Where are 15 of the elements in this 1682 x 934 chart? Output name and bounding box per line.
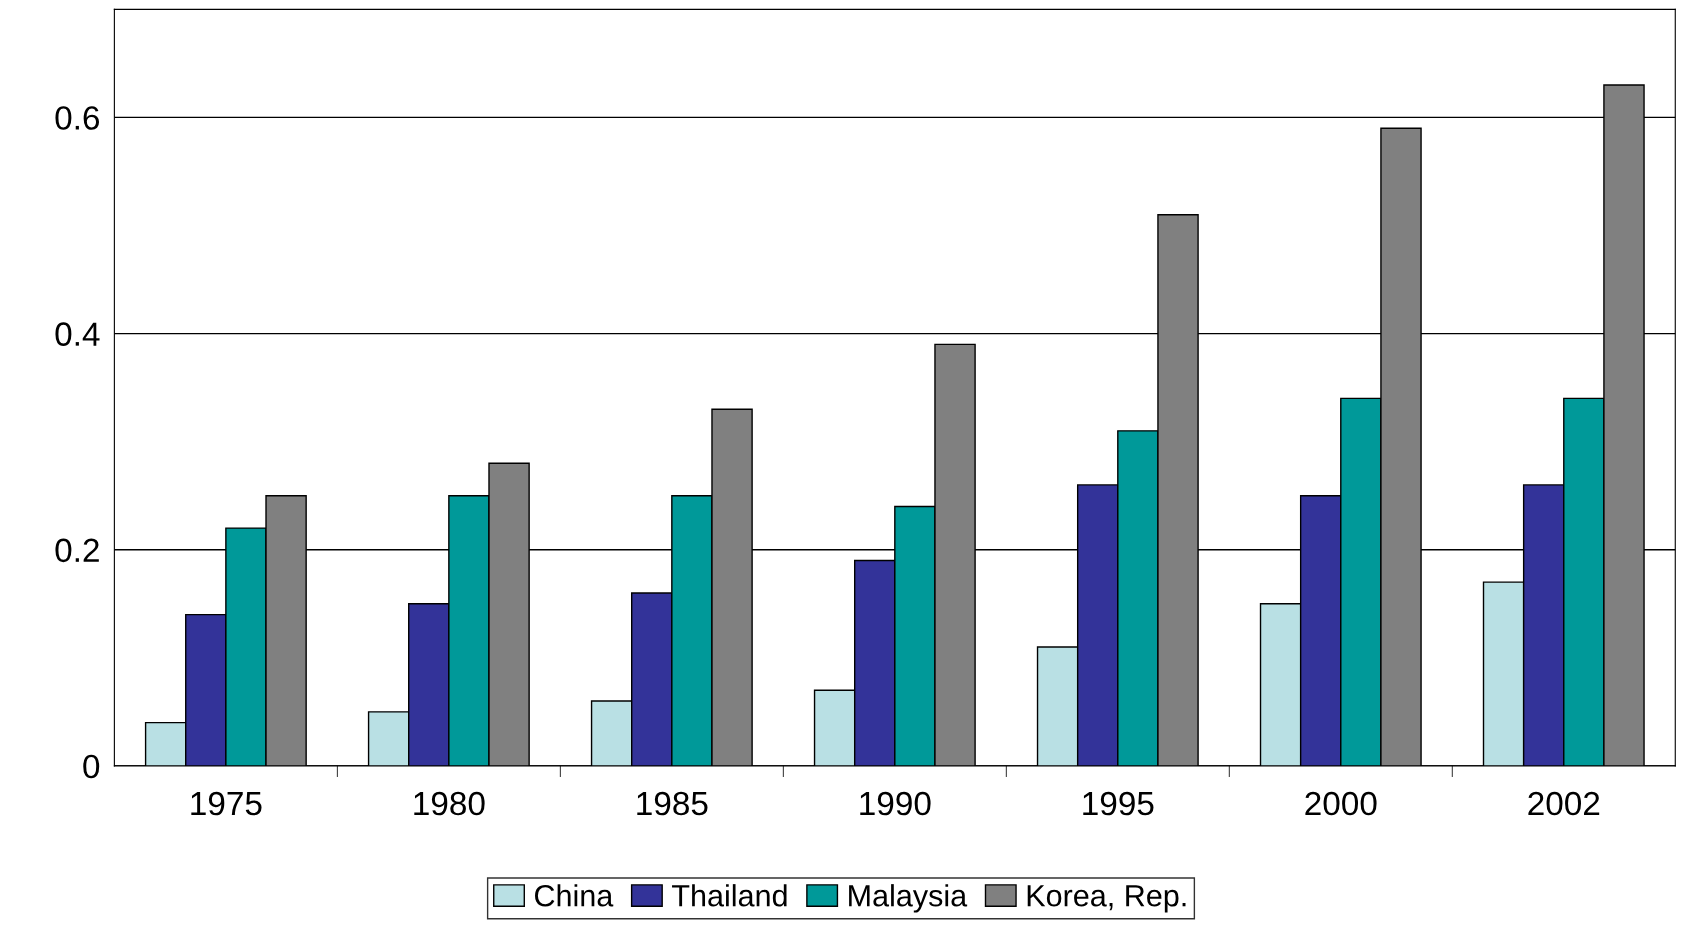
y-tick-label: 0.6 xyxy=(55,106,100,130)
y-tick-label: 0 xyxy=(83,754,100,779)
legend-label: Korea, Rep. xyxy=(1027,885,1186,913)
x-tick-label: 1990 xyxy=(860,791,931,816)
y-tick-label: 0.2 xyxy=(55,538,99,563)
x-tick-label: 2000 xyxy=(1305,791,1377,816)
legend-label: China xyxy=(535,884,614,907)
x-tick-label: 1975 xyxy=(191,791,262,816)
x-tick-label: 2002 xyxy=(1528,791,1600,816)
legend-label: Malaysia xyxy=(849,884,968,913)
x-tick-label: 1980 xyxy=(414,791,485,816)
legend-label: Thailand xyxy=(672,884,787,907)
x-tick-label: 1985 xyxy=(637,791,708,816)
x-tick-label: 1995 xyxy=(1083,791,1154,816)
y-tick-label: 0.4 xyxy=(55,322,100,346)
